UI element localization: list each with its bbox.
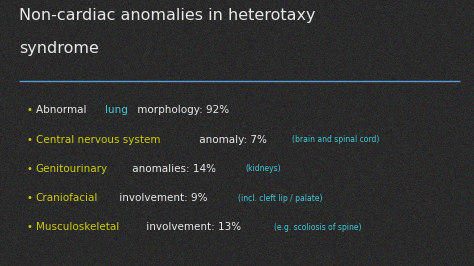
Text: •: • <box>26 193 32 203</box>
Text: syndrome: syndrome <box>19 41 99 56</box>
Text: Craniofacial: Craniofacial <box>36 193 98 203</box>
Text: involvement: 13%: involvement: 13% <box>143 222 244 232</box>
Text: involvement: 9%: involvement: 9% <box>116 193 211 203</box>
Text: Non-cardiac anomalies in heterotaxy: Non-cardiac anomalies in heterotaxy <box>19 8 316 23</box>
Text: (kidneys): (kidneys) <box>245 164 281 173</box>
Text: Central nervous system: Central nervous system <box>36 135 160 145</box>
Text: Abnormal: Abnormal <box>36 105 89 115</box>
Text: •: • <box>26 105 32 115</box>
Text: anomaly: 7%: anomaly: 7% <box>196 135 270 145</box>
Text: •: • <box>26 135 32 145</box>
Text: (brain and spinal cord): (brain and spinal cord) <box>292 135 379 144</box>
Text: (incl. cleft lip / palate): (incl. cleft lip / palate) <box>238 194 323 203</box>
Text: anomalies: 14%: anomalies: 14% <box>128 164 219 174</box>
Text: lung: lung <box>105 105 128 115</box>
Text: Genitourinary: Genitourinary <box>36 164 108 174</box>
Text: Musculoskeletal: Musculoskeletal <box>36 222 119 232</box>
Text: morphology: 92%: morphology: 92% <box>135 105 229 115</box>
Text: •: • <box>26 164 32 174</box>
Text: (e.g. scoliosis of spine): (e.g. scoliosis of spine) <box>274 223 361 232</box>
Text: •: • <box>26 222 32 232</box>
